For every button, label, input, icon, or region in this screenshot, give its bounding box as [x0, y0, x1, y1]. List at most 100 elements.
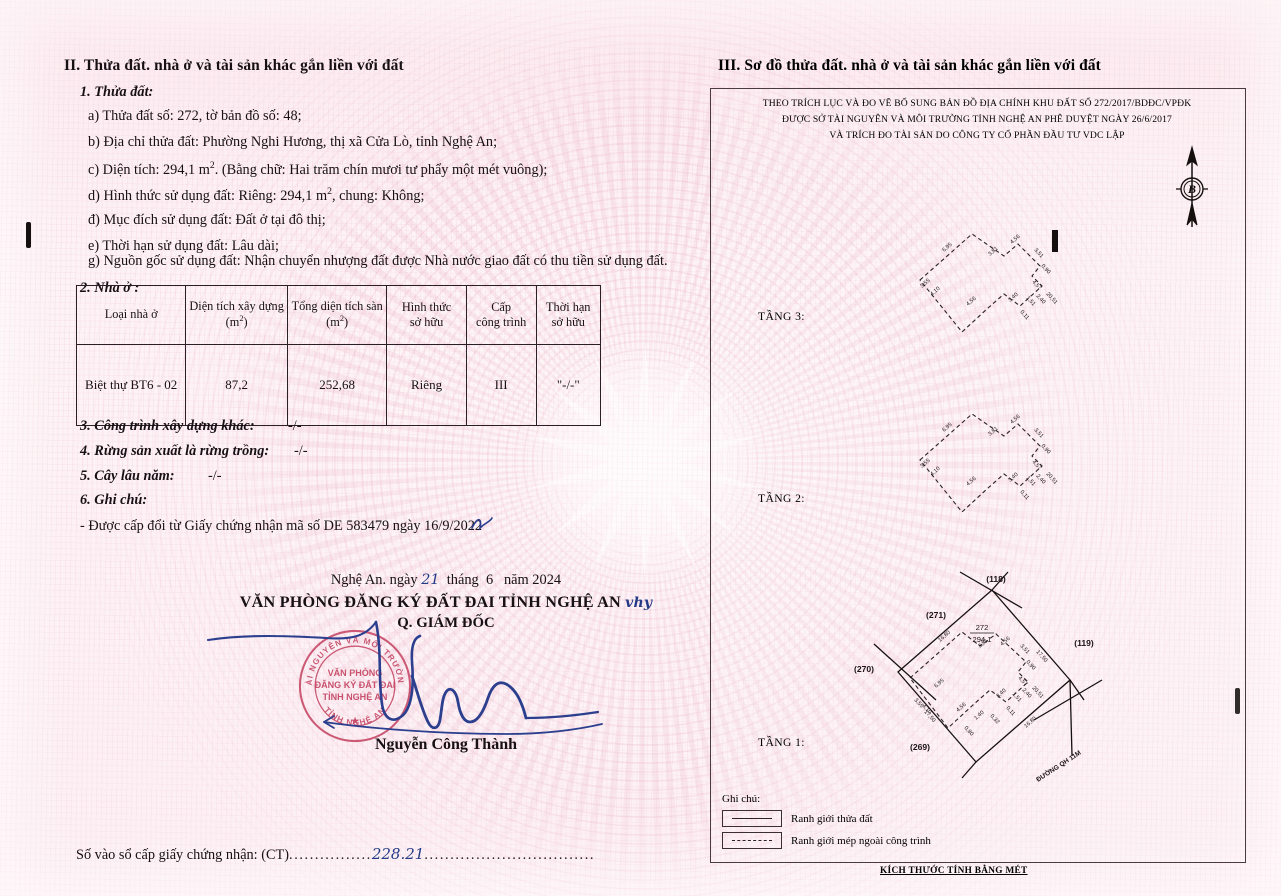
svg-text:0,90: 0,90 [1040, 263, 1052, 275]
svg-text:1,51: 1,51 [1011, 691, 1023, 703]
parcel-line-b: b) Địa chỉ thửa đất: Phường Nghi Hương, … [88, 134, 498, 150]
th-grade-l2: công trình [476, 315, 527, 329]
usage-form-text-2: , chung: Không; [331, 187, 425, 204]
parcel-line-d: d) Hình thức sử dụng đất: Riêng: 294,1 m… [88, 186, 424, 205]
svg-text:2,40: 2,40 [1021, 687, 1033, 699]
svg-text:6,95: 6,95 [941, 422, 953, 434]
svg-text:4,56: 4,56 [999, 636, 1011, 648]
item-4-value: -/- [294, 443, 308, 459]
item-6-label: 6. Ghi chú: [80, 492, 148, 508]
svg-text:4,10: 4,10 [929, 466, 941, 478]
legend-title: Ghi chú: [722, 793, 761, 805]
svg-text:4,56: 4,56 [965, 296, 977, 308]
registration-tick-left [26, 222, 31, 248]
svg-text:4,57: 4,57 [1031, 459, 1043, 471]
sup-2b: 2 [327, 186, 332, 197]
signer-name: Nguyễn Công Thành [375, 736, 517, 753]
svg-text:4,10: 4,10 [921, 703, 933, 715]
registration-tick-right [1235, 688, 1240, 714]
svg-text:16,80: 16,80 [1023, 716, 1038, 730]
table-row: Biệt thự BT6 - 02 87,2 252,68 Riêng III … [75, 344, 602, 426]
signature-role: Q. GIÁM ĐỐC [397, 615, 495, 631]
cell-ownership-term: "-/-" [535, 344, 602, 426]
svg-text:★: ★ [350, 715, 360, 727]
diagram-panel [710, 88, 1246, 863]
floor-3-sketch: 6,95 3,55 4,10 4,56 3,81 4,56 3,51 0,90 … [919, 230, 1058, 333]
svg-text:3,81: 3,81 [977, 638, 989, 650]
parcel-boundary [897, 589, 1071, 763]
svg-text:3,51: 3,51 [1033, 427, 1045, 439]
svg-text:3,51: 3,51 [1033, 247, 1045, 259]
th-build-area-label: Diện tích xây dựng [189, 299, 284, 314]
table-header-row: Loại nhà ở Diện tích xây dựng (m2) Tổng … [75, 285, 602, 345]
svg-text:2,40: 2,40 [1035, 473, 1047, 485]
svg-text:17,50: 17,50 [1035, 649, 1049, 663]
svg-text:3,40: 3,40 [995, 688, 1007, 700]
svg-text:6,95: 6,95 [933, 678, 945, 690]
panel-header-line-1: THEO TRÍCH LỤC VÀ ĐO VẼ BỔ SUNG BẢN ĐỒ Đ… [762, 98, 1192, 109]
road-label: ĐƯỜNG QH 11M [1034, 748, 1083, 784]
official-round-stamp: TÀI NGUYÊN VÀ MÔI TRƯỜNG TỈNH NGHỆ AN VĂ… [292, 620, 414, 745]
legend-label-parcel-boundary: Ranh giới thửa đất [791, 812, 873, 825]
legend-label-building-outline: Ranh giới mép ngoài công trình [791, 834, 931, 847]
house-table: Loại nhà ở Diện tích xây dựng (m2) Tổng … [75, 285, 602, 426]
road-line [1033, 679, 1103, 721]
svg-text:16,80: 16,80 [937, 630, 952, 644]
th-ownership-term-l2: sở hữu [551, 315, 585, 329]
parcel-line-e: e) Thời hạn sử dụng đất: Lâu dài; [88, 238, 279, 254]
neighbor-line-270 [873, 643, 937, 701]
dotted-leader-2: ................................. [424, 847, 596, 863]
svg-text:20,51: 20,51 [1031, 685, 1045, 699]
svg-text:4,10: 4,10 [929, 286, 941, 298]
north-arrow-icon: B [1176, 145, 1208, 227]
svg-text:6,95: 6,95 [941, 242, 953, 254]
cell-grade: III [465, 344, 537, 426]
signature-day: 21 [421, 572, 440, 588]
svg-text:1,51: 1,51 [1025, 475, 1037, 487]
floor-label-2: TẦNG 2: [758, 492, 805, 505]
th-total-floor-area: Tổng diện tích sàn (m2) [286, 285, 388, 345]
item-3-value: -/- [288, 418, 302, 434]
map-legend: Ghi chú: Ranh giới thửa đất Ranh giới mé… [722, 793, 931, 849]
svg-text:1,40: 1,40 [973, 710, 985, 722]
svg-text:0,32: 0,32 [989, 713, 1001, 725]
north-letter: B [1187, 182, 1196, 196]
th-grade: Cấp công trình [465, 285, 537, 345]
neighbor-118: (118) [986, 574, 1006, 584]
parcel-area-suffix: . (Bằng chữ: Hai trăm chín mươi tư phẩy … [214, 161, 548, 178]
svg-text:0,90: 0,90 [1025, 659, 1037, 671]
th-grade-l1: Cấp [491, 299, 512, 314]
th-build-area: Diện tích xây dựng (m2) [185, 285, 288, 345]
dotted-leader-1: ................ [289, 847, 372, 863]
svg-text:0,90: 0,90 [1040, 443, 1052, 455]
th-ownership-form-l2: sở hữu [409, 315, 444, 329]
neighbor-269: (269) [910, 742, 930, 752]
certificate-number-label: Số vào sổ cấp giấy chứng nhận: (CT) [76, 847, 290, 863]
svg-text:4,56: 4,56 [955, 702, 967, 714]
floor-2-sketch: 6,95 3,55 4,10 4,56 3,81 4,56 3,51 0,90 … [919, 413, 1058, 513]
cell-ownership-form: Riêng [386, 344, 467, 426]
parcel-line-dd: đ) Mục đích sử dụng đất: Đất ở tại đô th… [88, 212, 326, 228]
cell-build-area: 87,2 [185, 344, 288, 426]
legend-item-building-outline: Ranh giới mép ngoài công trình [722, 832, 931, 849]
svg-text:0,80: 0,80 [963, 725, 975, 737]
th-ownership-form: Hình thức sở hữu [386, 285, 467, 345]
parcel-line-g: g) Nguồn gốc sử dụng đất: Nhận chuyển nh… [88, 253, 668, 269]
diagram-panel-header: THEO TRÍCH LỤC VÀ ĐO VẼ BỔ SUNG BẢN ĐỒ Đ… [726, 96, 1228, 143]
parcel-number: 272 [976, 623, 989, 632]
signature-year: năm 2024 [503, 572, 562, 588]
floor-label-1: TẦNG 1: [758, 736, 805, 749]
svg-text:3,81: 3,81 [987, 246, 999, 258]
svg-text:4,56: 4,56 [1009, 234, 1021, 246]
legend-swatch-dashed [722, 832, 782, 849]
svg-text:3,55: 3,55 [919, 278, 931, 290]
svg-text:3,51: 3,51 [1019, 643, 1031, 655]
signature-office-label: VĂN PHÒNG ĐĂNG KÝ ĐẤT ĐAI TỈNH NGHỆ AN [239, 593, 621, 611]
th-build-area-unit: (m2) [225, 314, 248, 330]
item-6-note: - Được cấp đổi từ Giấy chứng nhận mã số … [80, 518, 483, 534]
panel-header-line-2: ĐƯỢC SỞ TÀI NGUYÊN VÀ MÔI TRƯỜNG TỈNH NG… [781, 113, 1173, 125]
parcel-line-c: c) Diện tích: 294,1 m2. (Bằng chữ: Hai t… [88, 160, 547, 179]
svg-text:TỈNH NGHỆ AN: TỈNH NGHỆ AN [323, 691, 388, 702]
th-ownership-form-l1: Hình thức [401, 299, 452, 314]
